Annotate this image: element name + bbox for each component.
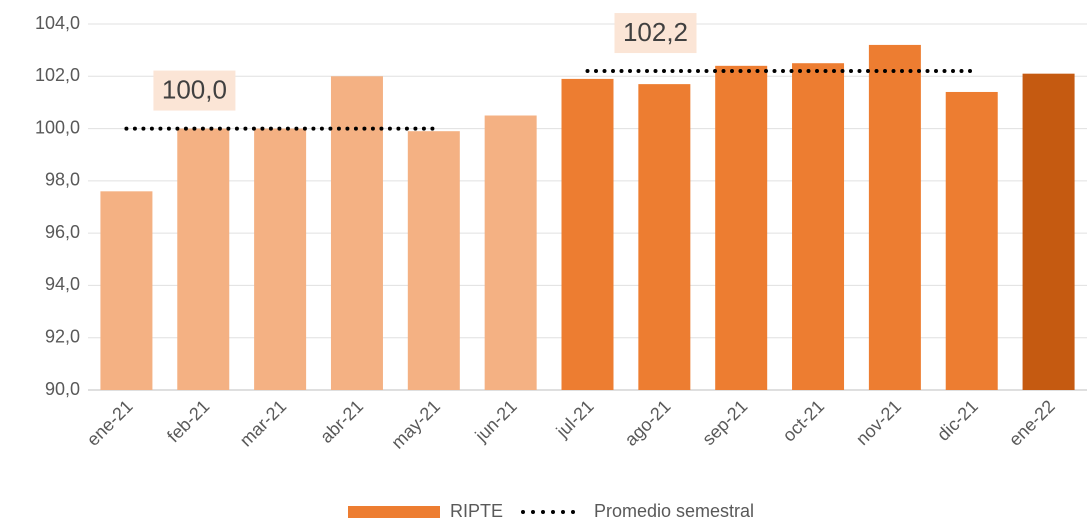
bar [254, 128, 307, 391]
legend-label: RIPTE [450, 501, 503, 521]
x-tick-label: feb-21 [163, 396, 213, 446]
bar [561, 78, 614, 391]
x-tick-label: dic-21 [933, 396, 982, 445]
bar [100, 191, 153, 390]
y-tick-label: 90,0 [45, 379, 80, 399]
x-tick-label: ago-21 [621, 396, 675, 450]
bar [945, 91, 998, 390]
x-tick-label: sep-21 [698, 396, 751, 449]
y-tick-label: 102,0 [35, 65, 80, 85]
x-tick-label: abr-21 [316, 396, 367, 447]
bar [177, 128, 230, 391]
bar [330, 76, 383, 391]
bar [1022, 73, 1075, 391]
y-tick-label: 92,0 [45, 326, 80, 346]
bar [868, 44, 921, 391]
x-tick-label: jul-21 [552, 396, 598, 442]
annotation-bg [153, 70, 236, 111]
y-tick-label: 104,0 [35, 13, 80, 33]
x-tick-label: ene-22 [1005, 396, 1059, 450]
y-tick-label: 100,0 [35, 117, 80, 137]
bar [407, 131, 460, 390]
annotation: 100,0 [162, 74, 227, 104]
y-tick-label: 94,0 [45, 274, 80, 294]
annotation: 102,2 [623, 17, 688, 47]
x-tick-label: oct-21 [779, 396, 829, 446]
x-tick-label: nov-21 [852, 396, 905, 449]
x-tick-label: mar-21 [236, 396, 290, 450]
x-tick-label: ene-21 [83, 396, 137, 450]
bar [638, 84, 691, 390]
legend-label: Promedio semestral [594, 501, 754, 521]
x-tick-label: jun-21 [471, 396, 521, 446]
annotation-bg [614, 13, 697, 54]
bar [792, 63, 845, 390]
bar [715, 65, 768, 390]
y-tick-label: 96,0 [45, 222, 80, 242]
y-tick-label: 98,0 [45, 170, 80, 190]
bar [484, 115, 537, 390]
legend-swatch [348, 506, 440, 518]
x-tick-label: may-21 [387, 396, 444, 453]
